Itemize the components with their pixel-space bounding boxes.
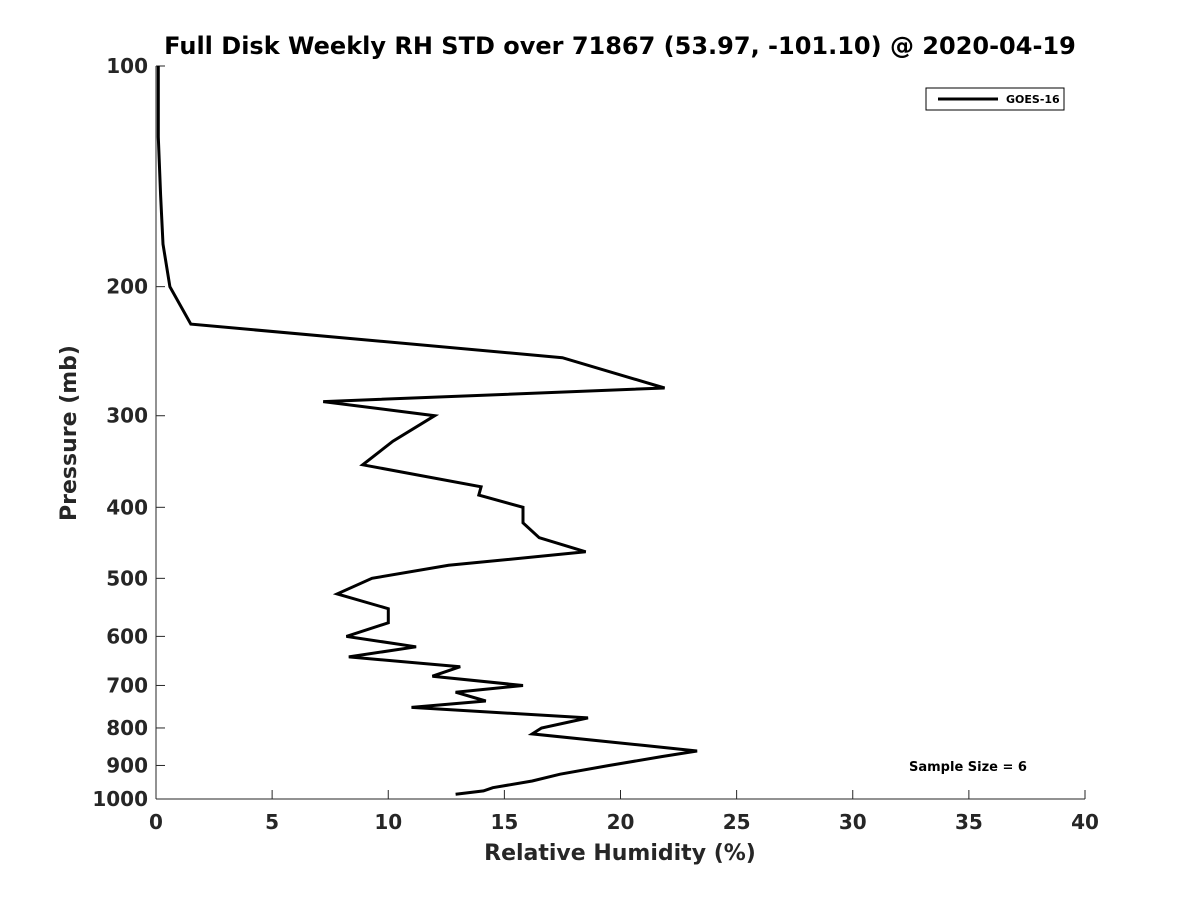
y-tick-label: 100: [106, 54, 148, 78]
x-tick-label: 15: [490, 810, 518, 834]
y-tick-label: 300: [106, 404, 148, 428]
y-tick-label: 700: [106, 673, 148, 697]
series-layer: [156, 66, 698, 796]
x-tick-label: 20: [607, 810, 635, 834]
x-tick-label: 5: [265, 810, 279, 834]
axes: 0 5 10 15 20 25 30 35 40 100 200 300 400 500 600 700 800…: [92, 54, 1099, 834]
y-tick-label: 1000: [92, 787, 148, 811]
x-tick-label: 30: [839, 810, 867, 834]
y-tick-label: 800: [106, 716, 148, 740]
x-tick-label: 0: [149, 810, 163, 834]
y-axis-label: Pressure (mb): [57, 345, 82, 521]
y-tick-label: 900: [106, 753, 148, 777]
y-tick-label: 200: [106, 275, 148, 299]
y-tick-label: 400: [106, 495, 148, 519]
sample-size-annotation: Sample Size = 6: [909, 760, 1027, 775]
legend: GOES-16: [925, 87, 1065, 111]
series-line-goes-16: [156, 66, 698, 796]
x-axis-label: Relative Humidity (%): [484, 841, 756, 866]
y-tick-label: 500: [106, 566, 148, 590]
x-tick-label: 25: [723, 810, 751, 834]
y-tick-label: 600: [106, 624, 148, 648]
chart-title: Full Disk Weekly RH STD over 71867 (53.9…: [164, 32, 1076, 60]
x-tick-label: 10: [374, 810, 402, 834]
x-tick-label: 35: [955, 810, 983, 834]
legend-label-goes-16: GOES-16: [1006, 93, 1060, 106]
x-tick-label: 40: [1071, 810, 1099, 834]
